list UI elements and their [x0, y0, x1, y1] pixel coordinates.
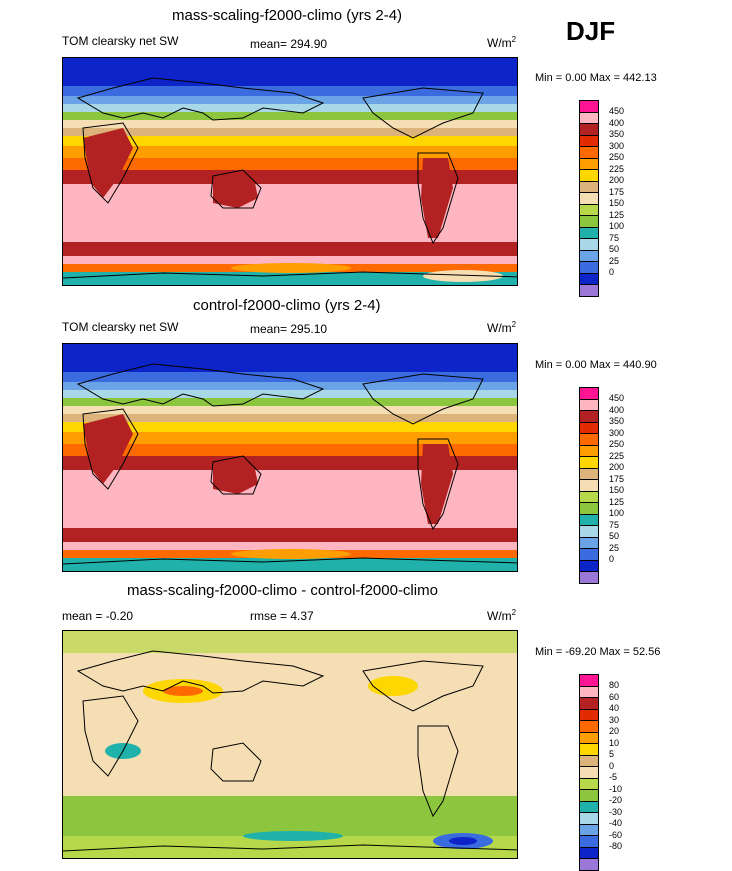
panel2-title: control-f2000-climo (yrs 2-4) [193, 297, 381, 314]
colorbar-tick-label: 300 [609, 427, 625, 438]
colorbar-tick-label: 300 [609, 140, 625, 151]
panel3-minmax: Min = -69.20 Max = 52.56 [535, 646, 661, 658]
colorbar-tick-label: 10 [609, 737, 620, 748]
panel3-mean: mean = -0.20 [62, 609, 134, 623]
panel1-minmax: Min = 0.00 Max = 442.13 [535, 72, 657, 84]
colorbar-tick-label: -20 [609, 795, 623, 805]
colorbar-tick-label: 5 [609, 749, 615, 759]
panel1-map [62, 57, 518, 286]
colorbar-tick-label: 40 [609, 703, 620, 713]
panel2-variable: TOM clearsky net SW [62, 320, 179, 334]
colorbar-tick-label: 0 [609, 760, 615, 771]
colorbar-tick-label: 450 [609, 393, 625, 403]
colorbar-tick-label: -30 [609, 806, 623, 817]
colorbar-tick-label: -40 [609, 818, 623, 828]
colorbar-tick-label: 200 [609, 462, 625, 472]
colorbar-tick-label: -5 [609, 772, 618, 782]
colorbar-tick-label: 100 [609, 221, 625, 231]
colorbar-swatch [579, 858, 599, 871]
colorbar-tick-label: 0 [609, 554, 615, 564]
colorbar-tick-label: 350 [609, 129, 625, 139]
panel1-mean: mean= 294.90 [250, 37, 328, 51]
colorbar-tick-label: 75 [609, 232, 620, 243]
colorbar-tick-label: 225 [609, 450, 625, 461]
panel3-rmse: rmse = 4.37 [250, 609, 314, 623]
panel1-title: mass-scaling-f2000-climo (yrs 2-4) [172, 7, 403, 24]
colorbar-tick-label: 450 [609, 106, 625, 116]
colorbar-tick-label: 175 [609, 186, 625, 197]
panel1-variable: TOM clearsky net SW [62, 34, 179, 48]
colorbar-tick-label: 30 [609, 714, 620, 725]
colorbar-tick-label: 75 [609, 519, 620, 530]
panel2-map [62, 343, 518, 572]
colorbar-tick-label: 100 [609, 508, 625, 518]
colorbar-tick-label: 200 [609, 175, 625, 185]
colorbar-tick-label: 50 [609, 244, 620, 254]
colorbar-tick-label: -10 [609, 783, 623, 794]
colorbar-tick-label: 250 [609, 152, 625, 162]
colorbar-tick-label: 125 [609, 496, 625, 507]
colorbar-tick-label: 250 [609, 439, 625, 449]
colorbar-tick-label: 400 [609, 117, 625, 128]
colorbar-tick-label: 25 [609, 255, 620, 266]
colorbar-swatch [579, 571, 599, 584]
panel3-units: W/m2 [487, 608, 517, 623]
colorbar-tick-label: -60 [609, 829, 623, 840]
colorbar-tick-label: 25 [609, 542, 620, 553]
colorbar-tick-label: 175 [609, 473, 625, 484]
colorbar-tick-label: 150 [609, 485, 625, 495]
colorbar-tick-label: -80 [609, 841, 623, 851]
colorbar-tick-label: 125 [609, 209, 625, 220]
season-label: DJF [566, 16, 616, 46]
colorbar-tick-label: 0 [609, 267, 615, 277]
colorbar-tick-label: 400 [609, 404, 625, 415]
colorbar-tick-label: 50 [609, 531, 620, 541]
panel2-minmax: Min = 0.00 Max = 440.90 [535, 359, 657, 371]
colorbar-tick-label: 80 [609, 680, 620, 690]
colorbar-tick-label: 350 [609, 416, 625, 426]
panel3-map [62, 630, 518, 859]
colorbar-tick-label: 150 [609, 198, 625, 208]
colorbar-tick-label: 225 [609, 163, 625, 174]
panel2-units: W/m2 [487, 320, 517, 335]
panel3-title: mass-scaling-f2000-climo - control-f2000… [127, 582, 438, 599]
colorbar-tick-label: 60 [609, 691, 620, 702]
colorbar-tick-label: 20 [609, 726, 620, 736]
colorbar-swatch [579, 284, 599, 297]
panel1-units: W/m2 [487, 35, 517, 50]
panel2-mean: mean= 295.10 [250, 322, 328, 336]
